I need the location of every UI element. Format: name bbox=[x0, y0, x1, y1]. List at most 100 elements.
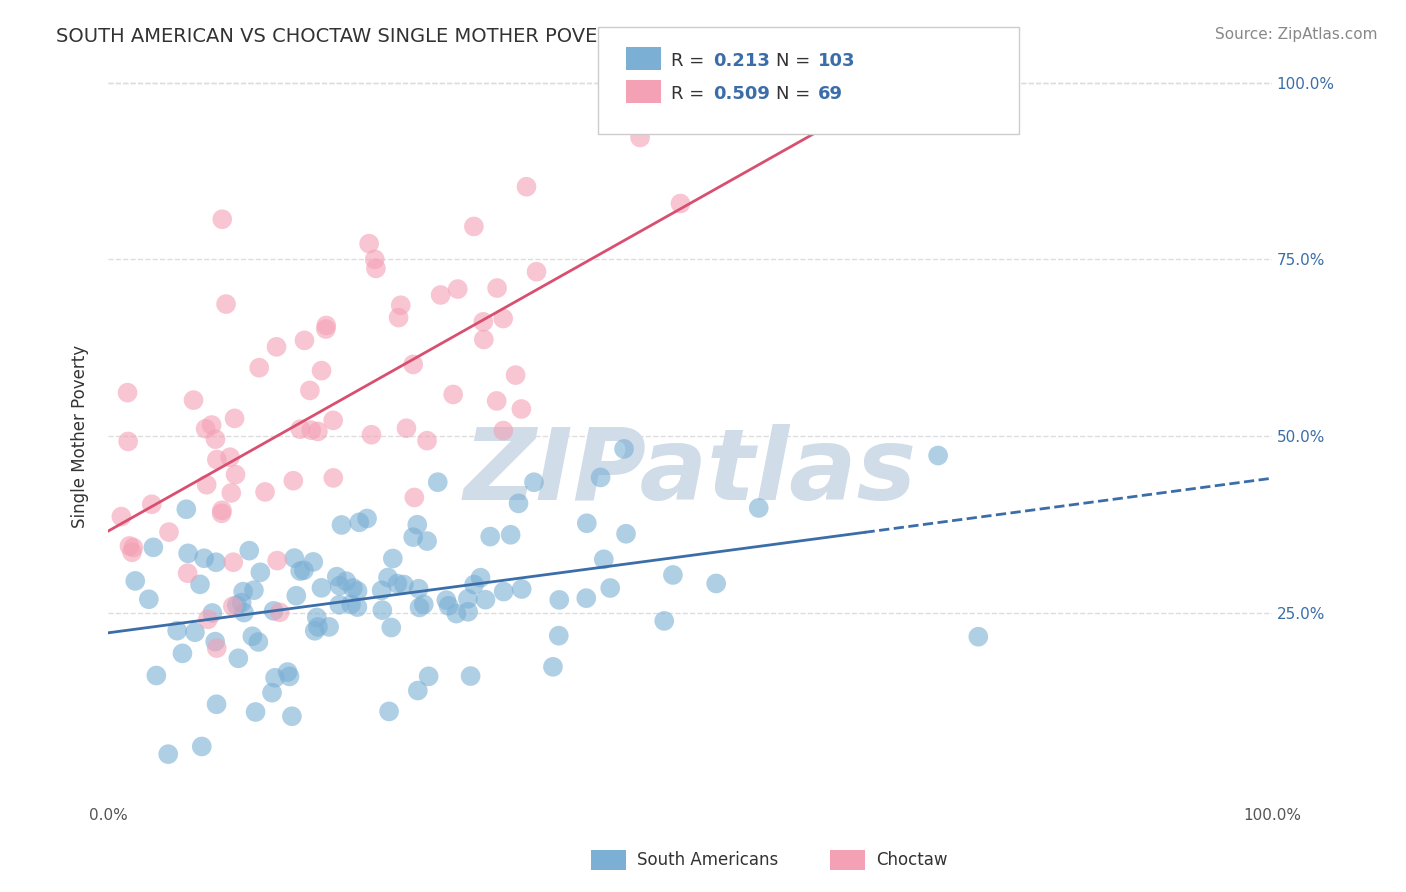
Point bbox=[472, 333, 495, 347]
Point bbox=[245, 705, 267, 719]
Point bbox=[307, 425, 329, 439]
Point bbox=[311, 364, 333, 378]
Point bbox=[356, 511, 378, 525]
Point bbox=[329, 579, 352, 593]
Point bbox=[371, 603, 394, 617]
Point bbox=[486, 281, 509, 295]
Point bbox=[225, 599, 247, 613]
Point bbox=[205, 555, 228, 569]
Point bbox=[387, 310, 409, 325]
Point bbox=[434, 593, 457, 607]
Point bbox=[201, 606, 224, 620]
Point bbox=[548, 592, 571, 607]
Point bbox=[266, 553, 288, 567]
Point bbox=[592, 552, 614, 566]
Point bbox=[277, 665, 299, 679]
Point bbox=[269, 605, 291, 619]
Point bbox=[523, 475, 546, 490]
Point bbox=[322, 471, 344, 485]
Point bbox=[652, 614, 675, 628]
Point bbox=[294, 334, 316, 348]
Point bbox=[121, 545, 143, 559]
Point bbox=[205, 452, 228, 467]
Point bbox=[441, 387, 464, 401]
Point bbox=[141, 497, 163, 511]
Point bbox=[211, 212, 233, 227]
Point bbox=[426, 475, 449, 490]
Point bbox=[349, 516, 371, 530]
Point bbox=[110, 509, 132, 524]
Point bbox=[311, 581, 333, 595]
Point bbox=[307, 620, 329, 634]
Text: Choctaw: Choctaw bbox=[876, 851, 948, 869]
Point bbox=[378, 705, 401, 719]
Text: 103: 103 bbox=[818, 52, 856, 70]
Point bbox=[197, 612, 219, 626]
Text: South Americans: South Americans bbox=[637, 851, 778, 869]
Point bbox=[122, 541, 145, 555]
Point bbox=[292, 563, 315, 577]
Point bbox=[748, 500, 770, 515]
Point bbox=[381, 551, 404, 566]
Point bbox=[669, 196, 692, 211]
Point bbox=[118, 539, 141, 553]
Point bbox=[176, 502, 198, 516]
Point bbox=[266, 340, 288, 354]
Point bbox=[326, 569, 349, 583]
Point bbox=[299, 423, 322, 437]
Point bbox=[205, 698, 228, 712]
Point bbox=[254, 484, 277, 499]
Point bbox=[176, 566, 198, 581]
Point bbox=[145, 668, 167, 682]
Point bbox=[364, 252, 387, 267]
Text: 69: 69 bbox=[818, 85, 844, 103]
Point bbox=[188, 577, 211, 591]
Point bbox=[247, 360, 270, 375]
Point bbox=[243, 583, 266, 598]
Text: Source: ZipAtlas.com: Source: ZipAtlas.com bbox=[1215, 27, 1378, 42]
Point bbox=[402, 530, 425, 544]
Point bbox=[142, 541, 165, 555]
Point bbox=[328, 598, 350, 612]
Point bbox=[541, 660, 564, 674]
Point bbox=[264, 671, 287, 685]
Point bbox=[342, 581, 364, 595]
Point bbox=[232, 584, 254, 599]
Point bbox=[492, 311, 515, 326]
Point bbox=[416, 534, 439, 549]
Point bbox=[117, 385, 139, 400]
Point bbox=[474, 592, 496, 607]
Point bbox=[201, 417, 224, 432]
Point bbox=[204, 634, 226, 648]
Point bbox=[457, 591, 479, 606]
Point bbox=[628, 130, 651, 145]
Point bbox=[408, 582, 430, 596]
Text: 0.509: 0.509 bbox=[713, 85, 769, 103]
Point bbox=[360, 427, 382, 442]
Point bbox=[184, 625, 207, 640]
Point bbox=[505, 368, 527, 383]
Point bbox=[340, 598, 363, 612]
Point bbox=[457, 605, 479, 619]
Point bbox=[302, 555, 325, 569]
Point bbox=[315, 318, 337, 333]
Point bbox=[228, 651, 250, 665]
Point bbox=[346, 583, 368, 598]
Point bbox=[304, 624, 326, 638]
Point bbox=[437, 599, 460, 613]
Point bbox=[395, 421, 418, 435]
Point bbox=[359, 236, 381, 251]
Point bbox=[613, 442, 636, 456]
Point bbox=[157, 525, 180, 540]
Point bbox=[335, 574, 357, 589]
Point bbox=[263, 604, 285, 618]
Point bbox=[387, 576, 409, 591]
Point bbox=[330, 518, 353, 533]
Point bbox=[408, 600, 430, 615]
Point bbox=[219, 486, 242, 500]
Point bbox=[406, 683, 429, 698]
Point bbox=[224, 411, 246, 425]
Point bbox=[281, 709, 304, 723]
Text: N =: N = bbox=[776, 52, 815, 70]
Point bbox=[416, 434, 439, 448]
